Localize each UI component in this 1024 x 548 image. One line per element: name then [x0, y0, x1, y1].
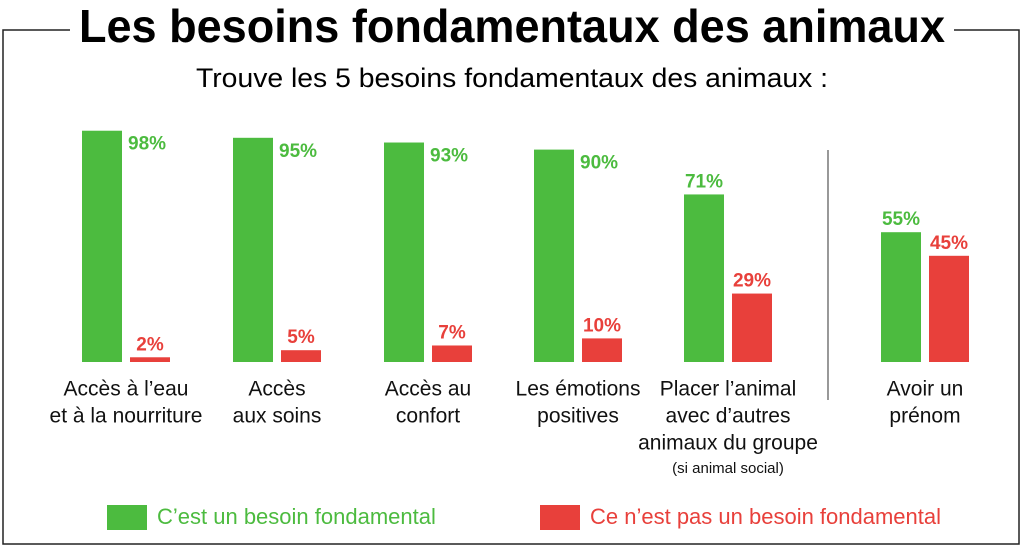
category-label: prénom	[889, 405, 960, 428]
bar	[684, 194, 724, 362]
bar	[281, 350, 321, 362]
value-label: 29%	[733, 271, 771, 292]
legend-swatch	[107, 505, 147, 530]
bar	[384, 142, 424, 362]
bar	[881, 232, 921, 362]
value-label: 55%	[882, 209, 920, 230]
title-backdrop	[70, 5, 954, 57]
value-label: 2%	[136, 334, 164, 355]
bar	[233, 137, 273, 362]
annotation: (si animal social)	[672, 460, 784, 477]
category-label: Avoir un	[887, 378, 964, 401]
bar	[732, 293, 772, 362]
value-label: 45%	[930, 233, 968, 254]
category-label: confort	[396, 405, 460, 428]
legend-swatch	[540, 505, 580, 530]
value-label: 10%	[583, 315, 621, 336]
legend-label: Ce n’est pas un besoin fondamental	[590, 504, 941, 529]
category-label: animaux du groupe	[638, 432, 818, 455]
bar	[929, 255, 969, 362]
bar	[82, 130, 122, 362]
category-label: Accès au	[385, 378, 471, 401]
value-label: 90%	[580, 153, 618, 174]
value-label: 7%	[438, 322, 466, 343]
bar	[130, 357, 170, 362]
value-label: 5%	[287, 327, 315, 348]
legend-label: C’est un besoin fondamental	[157, 504, 436, 529]
category-label: Les émotions	[516, 378, 641, 401]
category-label: Accès	[248, 378, 305, 401]
category-label: aux soins	[233, 405, 322, 428]
bar	[534, 149, 574, 362]
value-label: 71%	[685, 171, 723, 192]
chart-subtitle: Trouve les 5 besoins fondamentaux des an…	[196, 63, 828, 93]
frame	[2, 29, 1020, 545]
value-label: 95%	[279, 141, 317, 162]
value-label: 93%	[430, 146, 468, 167]
bar	[432, 345, 472, 362]
category-label: Placer l’animal	[660, 378, 797, 401]
value-label: 98%	[128, 134, 166, 155]
category-label: et à la nourriture	[50, 405, 203, 428]
chart-title: Les besoins fondamentaux des animaux	[79, 0, 945, 52]
category-label: Accès à l’eau	[64, 378, 189, 401]
category-label: positives	[537, 405, 619, 428]
bar	[582, 338, 622, 362]
category-label: avec d’autres	[666, 405, 791, 428]
